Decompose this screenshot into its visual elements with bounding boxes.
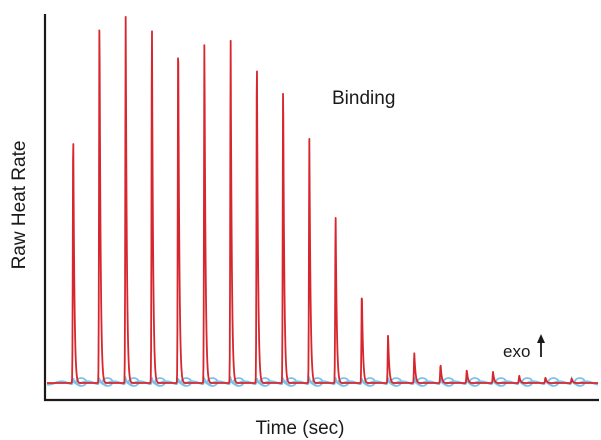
control-peak-marker — [258, 377, 271, 387]
up-arrow-icon — [537, 334, 545, 357]
control-peak-marker — [180, 377, 193, 387]
control-peak-marker — [127, 377, 140, 387]
control-series — [46, 375, 599, 387]
binding-trace-line — [46, 15, 599, 384]
plot-area — [46, 15, 599, 387]
control-peak-marker — [311, 377, 324, 387]
binding-series — [46, 15, 599, 384]
control-peak-marker — [232, 377, 245, 387]
control-peak-marker — [363, 377, 376, 387]
control-peak-marker — [101, 377, 114, 387]
exo-label: exo — [503, 342, 530, 361]
y-axis-label: Raw Heat Rate — [9, 141, 30, 270]
control-peak-marker — [206, 377, 219, 387]
binding-label: Binding — [332, 88, 395, 109]
control-peak-marker — [75, 377, 88, 387]
x-axis-label: Time (sec) — [255, 418, 344, 439]
control-peak-marker — [154, 377, 166, 387]
control-peak-marker — [285, 377, 298, 387]
control-peak-marker — [337, 377, 350, 387]
